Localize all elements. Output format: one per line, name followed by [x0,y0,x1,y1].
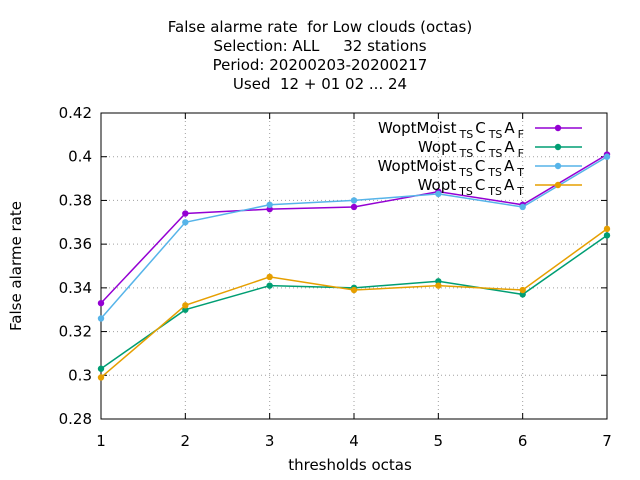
series-line-1 [100,153,608,304]
series-3-point [519,203,526,211]
legend-swatch-marker-4 [554,181,562,189]
y-tick-label: 0.3 [68,366,92,384]
series-4-point [350,286,358,294]
y-tick-label: 0.38 [59,191,92,209]
y-tick-label: 0.4 [68,148,92,166]
series-line-2 [100,234,608,370]
series-2-point [519,291,526,298]
y-tick-label: 0.42 [59,104,92,122]
series-4-point [97,374,105,381]
x-tick-label: 4 [349,432,359,450]
legend-swatch-marker-2 [554,143,562,151]
y-tick-label: 0.34 [59,279,92,297]
series-2-point [97,365,105,372]
series-2-point [603,232,611,239]
series-2-point [435,278,442,285]
legend-label-3: WoptMoist TS C TS A T [378,157,525,179]
series-2-point [182,306,189,313]
series-2-point [266,282,273,289]
series-4-point [182,302,189,309]
legend-label-1: WoptMoist TS C TS A F [378,119,524,141]
series-3-point [182,219,189,226]
legend-label-2: Wopt TS C TS A F [418,138,524,160]
x-tick-label: 6 [518,432,528,450]
x-tick-label: 3 [265,432,275,450]
chart-title-line-4: Used 12 + 01 02 ... 24 [232,75,408,93]
chart-title-line-2: Selection: ALL 32 stations [213,37,427,55]
series-1-point [350,203,358,211]
series-4-point [266,273,273,281]
series-1-point [266,205,273,213]
x-tick-label: 5 [434,432,444,450]
x-tick-label: 7 [602,432,612,450]
series-3-point [266,201,273,208]
series-4-point [603,225,611,233]
series-3-point [603,153,611,160]
series-line-4 [100,228,608,379]
x-tick-label: 2 [181,432,191,450]
legend-swatch-marker-1 [554,124,562,132]
series-1-point [97,299,105,307]
series-3-point [350,197,358,204]
chart-title-line-3: Period: 20200203-20200217 [212,56,428,74]
y-tick-label: 0.28 [59,410,92,428]
x-tick-label: 1 [96,432,106,450]
legend-label-4: Wopt TS C TS A T [418,176,525,198]
plot-border [100,112,608,420]
chart-title-line-1: False alarme rate for Low clouds (octas) [167,18,473,36]
series-4-point [519,286,526,294]
legend-swatch-marker-3 [554,162,562,170]
series-3-point [435,190,442,198]
series-4-point [435,282,442,289]
series-1-point [182,210,189,217]
y-tick-label: 0.32 [59,323,92,341]
y-tick-label: 0.36 [59,235,92,253]
series-3-point [97,315,105,322]
x-axis-label: thresholds octas [288,456,412,474]
